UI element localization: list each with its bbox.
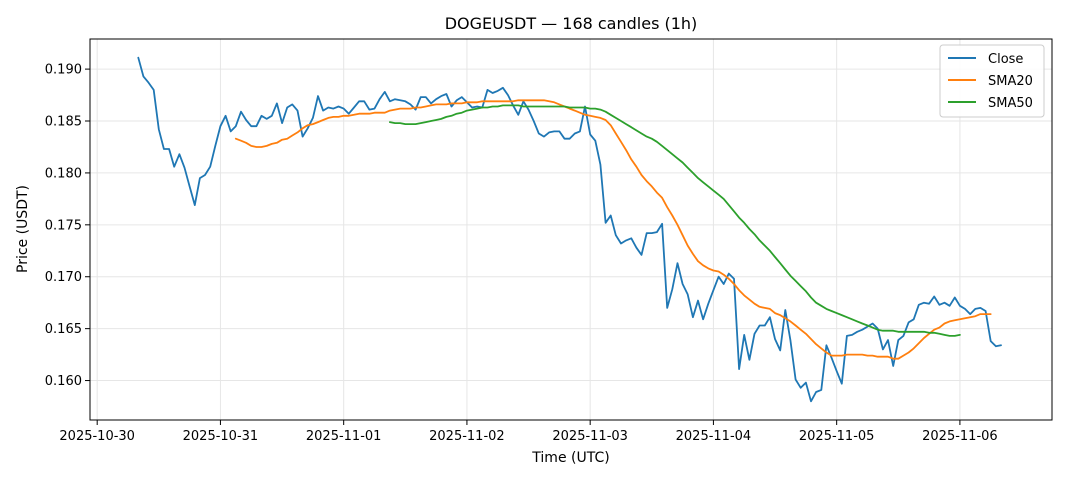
x-axis-ticks: 2025-10-30 2025-10-31 2025-11-01 2025-11-02… <box>59 420 998 444</box>
legend-label-sma50: SMA50 <box>988 96 1033 111</box>
y-tick-label: 0.160 <box>45 374 82 389</box>
legend: Close SMA20 SMA50 <box>939 44 1045 118</box>
x-tick-label: 2025-11-01 <box>306 429 382 444</box>
y-tick-label: 0.175 <box>45 218 82 233</box>
series-line-sma50 <box>388 104 961 337</box>
y-tick-label: 0.185 <box>45 115 82 130</box>
y-tick-label: 0.190 <box>45 63 82 78</box>
plot-frame <box>89 38 1053 421</box>
series-line-close <box>137 56 1002 403</box>
y-axis-title: Price (USDT) <box>15 185 31 273</box>
x-tick-label: 2025-10-30 <box>59 429 135 444</box>
x-tick-label: 2025-11-06 <box>922 429 998 444</box>
grid <box>90 39 1052 420</box>
y-tick-label: 0.170 <box>45 270 82 285</box>
series-lines <box>137 56 1002 403</box>
x-tick-label: 2025-11-04 <box>676 429 752 444</box>
legend-label-sma20: SMA20 <box>988 74 1033 89</box>
x-tick-label: 2025-10-31 <box>183 429 259 444</box>
x-tick-label: 2025-11-05 <box>799 429 875 444</box>
series-line-sma20 <box>234 99 992 360</box>
y-axis-ticks: 0.160 0.165 0.170 0.175 0.180 0.185 0.190 <box>45 63 90 389</box>
chart-title: DOGEUSDT — 168 candles (1h) <box>445 14 698 33</box>
y-tick-label: 0.180 <box>45 166 82 181</box>
legend-label-close: Close <box>988 52 1023 67</box>
y-tick-label: 0.165 <box>45 322 82 337</box>
legend-frame <box>939 44 1045 118</box>
x-tick-label: 2025-11-02 <box>429 429 505 444</box>
x-tick-label: 2025-11-03 <box>552 429 628 444</box>
x-axis-title: Time (UTC) <box>531 450 609 466</box>
